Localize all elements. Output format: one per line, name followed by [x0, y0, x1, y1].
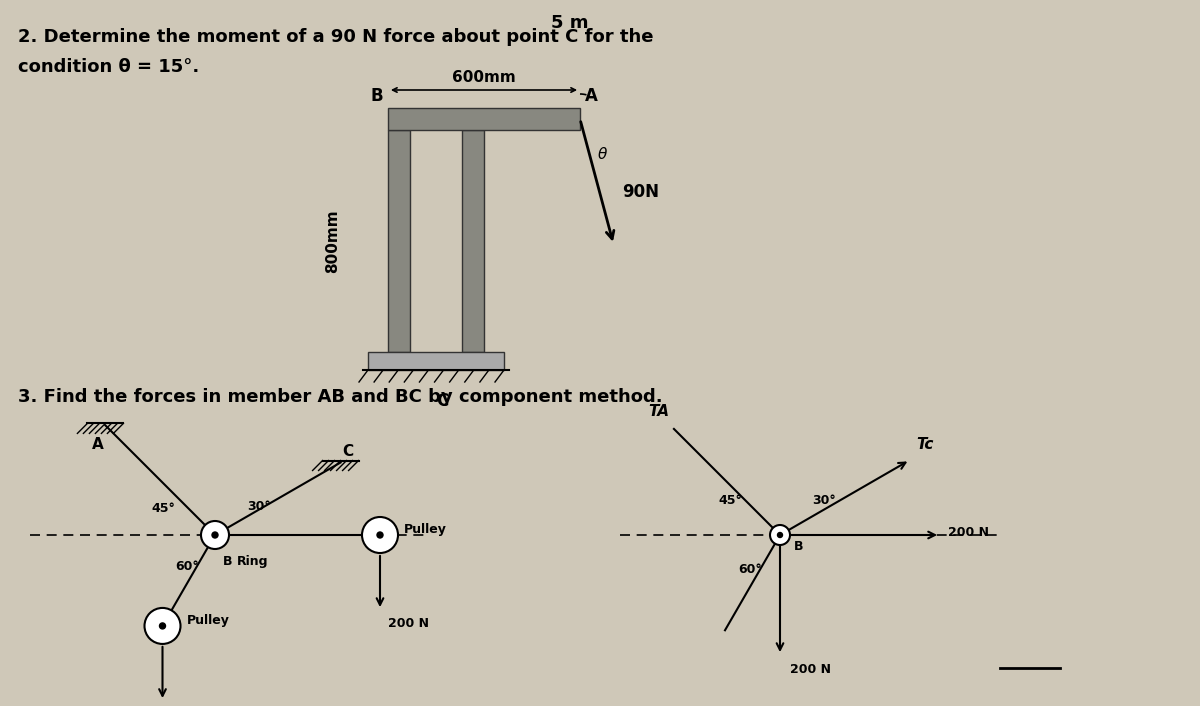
Circle shape: [362, 517, 398, 553]
Bar: [368, 352, 504, 370]
Text: θ: θ: [598, 147, 607, 162]
Text: 30°: 30°: [812, 494, 835, 507]
Text: 60°: 60°: [738, 563, 762, 576]
Text: Pulley: Pulley: [186, 614, 229, 628]
Text: A: A: [586, 87, 598, 105]
Text: B: B: [371, 87, 383, 105]
Text: C: C: [436, 392, 448, 410]
Bar: [462, 130, 484, 352]
Text: Ring: Ring: [238, 555, 269, 568]
Text: 200 N: 200 N: [388, 617, 430, 630]
Circle shape: [377, 532, 383, 538]
Text: 600mm: 600mm: [452, 70, 516, 85]
Text: TA: TA: [648, 404, 668, 419]
Text: B: B: [223, 555, 233, 568]
Text: condition θ = 15°.: condition θ = 15°.: [18, 58, 199, 76]
Text: 200 N: 200 N: [948, 525, 989, 539]
Circle shape: [160, 623, 166, 629]
Text: 45°: 45°: [718, 494, 742, 507]
Text: A: A: [91, 438, 103, 453]
Circle shape: [144, 608, 180, 644]
Text: 200 N: 200 N: [790, 663, 830, 676]
Text: 800mm: 800mm: [325, 209, 341, 273]
Text: 90N: 90N: [622, 183, 659, 201]
Text: 60°: 60°: [175, 560, 199, 573]
Bar: [388, 130, 410, 352]
Circle shape: [212, 532, 218, 538]
Circle shape: [778, 532, 782, 537]
Text: 30°: 30°: [247, 500, 271, 513]
Text: 45°: 45°: [151, 502, 175, 515]
Text: Pulley: Pulley: [404, 524, 446, 537]
Text: Tc: Tc: [916, 437, 934, 452]
Text: 5 m: 5 m: [551, 14, 589, 32]
Text: B: B: [794, 540, 804, 553]
Text: 2. Determine the moment of a 90 N force about point C for the: 2. Determine the moment of a 90 N force …: [18, 28, 654, 46]
Circle shape: [202, 521, 229, 549]
Bar: [388, 108, 580, 130]
Text: 3. Find the forces in member AB and BC by component method.: 3. Find the forces in member AB and BC b…: [18, 388, 662, 406]
Text: C: C: [342, 443, 354, 458]
Circle shape: [770, 525, 790, 545]
